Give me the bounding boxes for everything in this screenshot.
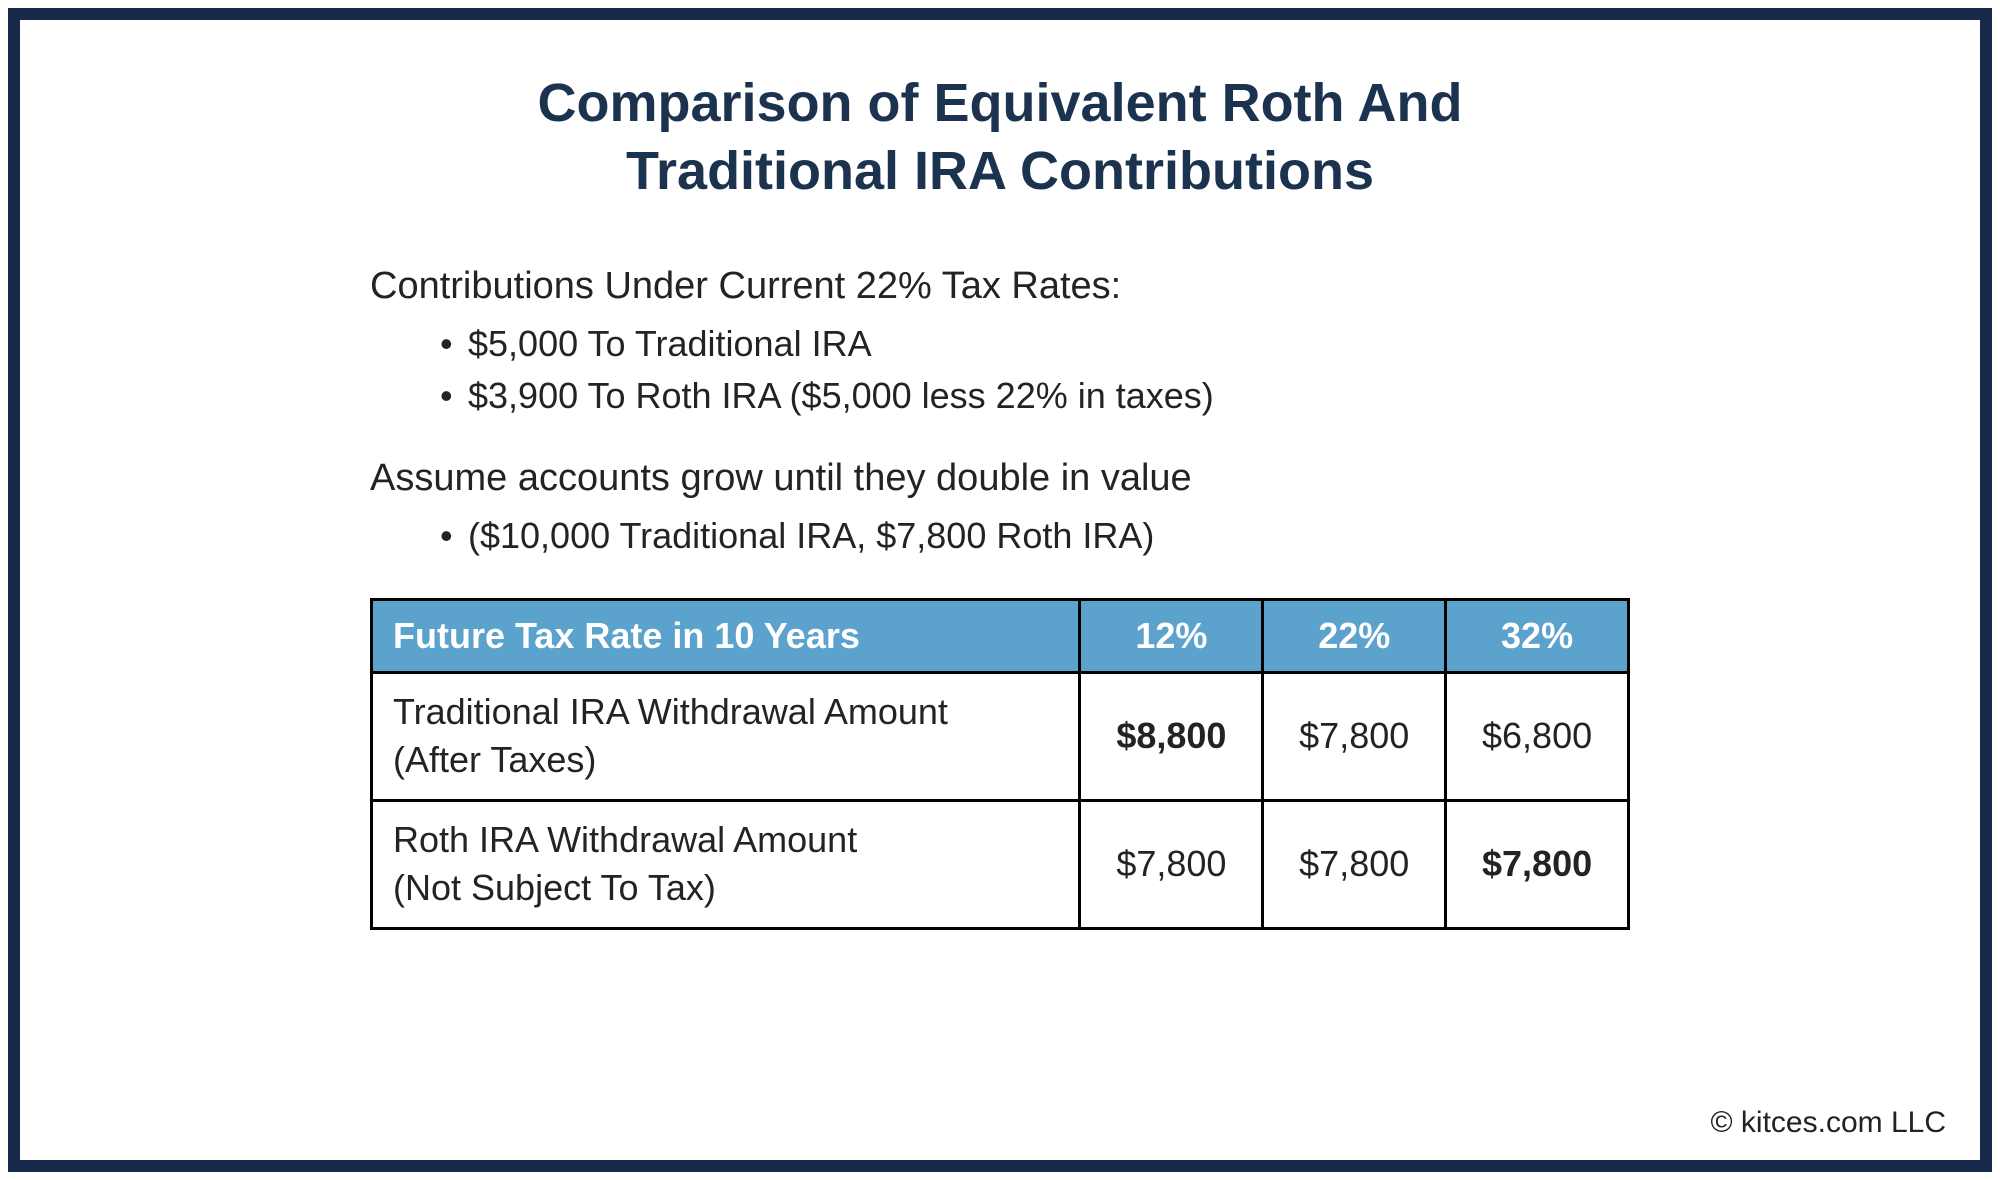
- table-header-col: 32%: [1446, 599, 1629, 672]
- value-cell: $7,800: [1446, 800, 1629, 928]
- table-header-col: 12%: [1080, 599, 1263, 672]
- row-label-line2: (Not Subject To Tax): [393, 867, 716, 908]
- body-content: Contributions Under Current 22% Tax Rate…: [370, 265, 1630, 930]
- list-item: ($10,000 Traditional IRA, $7,800 Roth IR…: [440, 510, 1630, 562]
- section2-bullets: ($10,000 Traditional IRA, $7,800 Roth IR…: [370, 510, 1630, 562]
- row-label-line2: (After Taxes): [393, 739, 596, 780]
- table-row: Roth IRA Withdrawal Amount (Not Subject …: [372, 800, 1629, 928]
- table-header-col: 22%: [1263, 599, 1446, 672]
- value-cell: $7,800: [1263, 800, 1446, 928]
- title-line-1: Comparison of Equivalent Roth And: [538, 73, 1463, 133]
- section1-heading: Contributions Under Current 22% Tax Rate…: [370, 265, 1630, 308]
- title-line-2: Traditional IRA Contributions: [626, 141, 1374, 201]
- copyright-text: © kitces.com LLC: [1710, 1106, 1946, 1140]
- value-cell: $6,800: [1446, 672, 1629, 800]
- page-title: Comparison of Equivalent Roth And Tradit…: [70, 70, 1930, 205]
- row-label: Traditional IRA Withdrawal Amount (After…: [372, 672, 1080, 800]
- table-row: Traditional IRA Withdrawal Amount (After…: [372, 672, 1629, 800]
- row-label-line1: Traditional IRA Withdrawal Amount: [393, 691, 948, 732]
- table-header-label: Future Tax Rate in 10 Years: [372, 599, 1080, 672]
- document-frame: Comparison of Equivalent Roth And Tradit…: [8, 8, 1992, 1172]
- section2-heading: Assume accounts grow until they double i…: [370, 457, 1630, 500]
- value-cell: $7,800: [1080, 800, 1263, 928]
- value-cell: $7,800: [1263, 672, 1446, 800]
- value-cell: $8,800: [1080, 672, 1263, 800]
- row-label-line1: Roth IRA Withdrawal Amount: [393, 819, 857, 860]
- table-header-row: Future Tax Rate in 10 Years 12% 22% 32%: [372, 599, 1629, 672]
- list-item: $5,000 To Traditional IRA: [440, 318, 1630, 370]
- section1-bullets: $5,000 To Traditional IRA $3,900 To Roth…: [370, 318, 1630, 422]
- row-label: Roth IRA Withdrawal Amount (Not Subject …: [372, 800, 1080, 928]
- list-item: $3,900 To Roth IRA ($5,000 less 22% in t…: [440, 370, 1630, 422]
- comparison-table: Future Tax Rate in 10 Years 12% 22% 32% …: [370, 598, 1630, 930]
